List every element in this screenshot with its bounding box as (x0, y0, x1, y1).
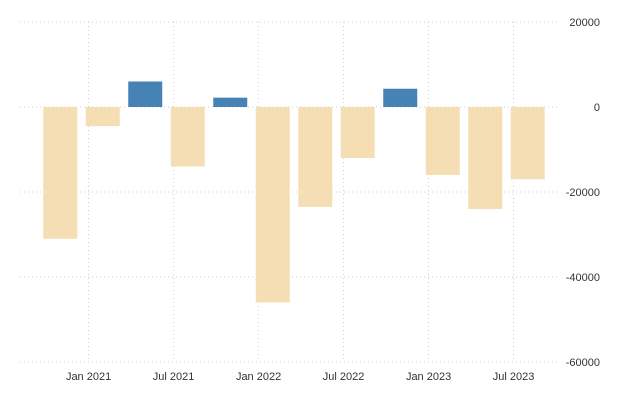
y-axis: 20000 0 -20000 -40000 -60000 (566, 17, 600, 369)
x-tick-label: Jan 2023 (406, 371, 451, 383)
y-tick-label: -40000 (566, 272, 600, 284)
bar-layer (43, 81, 545, 303)
x-tick-label: Jan 2022 (236, 371, 281, 383)
bar-negative (340, 107, 375, 158)
bar-positive (383, 88, 418, 107)
bar-negative (425, 107, 460, 175)
x-tick-label: Jul 2023 (493, 371, 535, 383)
bar-positive (213, 97, 248, 107)
x-tick-label: Jul 2021 (153, 371, 195, 383)
bar-negative (85, 107, 120, 127)
bar-negative (298, 107, 333, 207)
bar-negative (255, 107, 290, 303)
x-tick-label: Jan 2021 (66, 371, 111, 383)
bar-positive (128, 81, 163, 107)
x-tick-label: Jul 2022 (323, 371, 365, 383)
bar-negative (43, 107, 78, 239)
y-tick-label: -20000 (566, 187, 600, 199)
y-tick-label: -60000 (566, 357, 600, 369)
bar-negative (468, 107, 503, 209)
y-tick-label: 0 (594, 102, 600, 114)
bar-negative (510, 107, 545, 180)
bar-negative (170, 107, 205, 167)
y-tick-label: 20000 (569, 17, 600, 29)
x-axis: Jan 2021 Jul 2021 Jan 2022 Jul 2022 Jan 2023… (66, 371, 534, 383)
grid-layer (20, 21, 560, 363)
